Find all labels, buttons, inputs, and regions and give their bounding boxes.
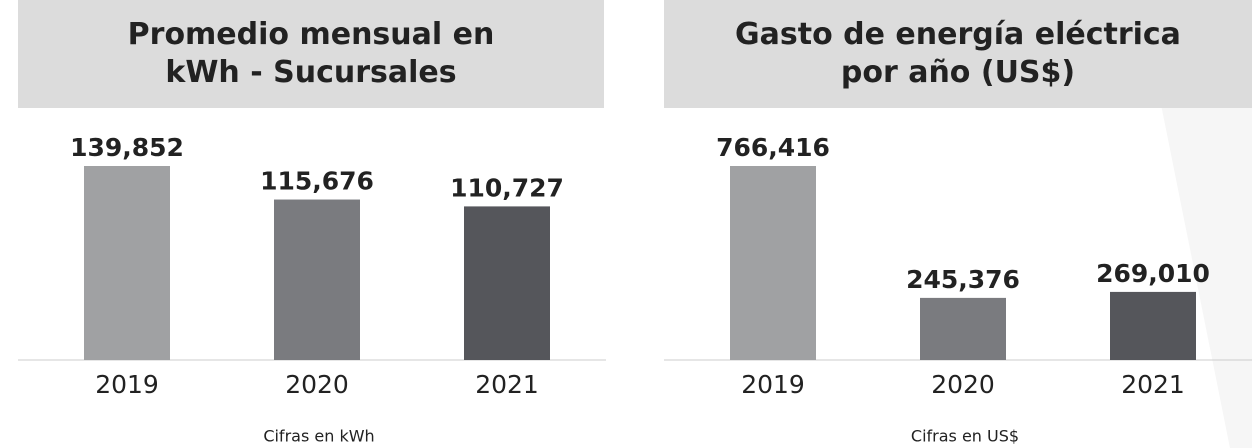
data-label: 110,727: [450, 173, 564, 202]
data-label: 139,852: [70, 133, 184, 162]
caption: Cifras en US$: [911, 427, 1019, 446]
x-tick-label: 2021: [475, 370, 539, 399]
header: Gasto de energía eléctrica por año (US$): [664, 0, 1252, 108]
bar: [730, 166, 816, 360]
chart-title: Promedio mensual en kWh - Sucursales: [127, 17, 495, 90]
header: Promedio mensual en kWh - Sucursales: [18, 0, 604, 108]
x-tick-label: 2021: [1121, 370, 1185, 399]
x-tick-label: 2019: [95, 370, 159, 399]
x-tick-label: 2020: [285, 370, 349, 399]
data-label: 115,676: [260, 167, 374, 196]
background-shape: [1140, 0, 1252, 448]
data-label: 269,010: [1096, 259, 1210, 288]
x-tick-label: 2019: [741, 370, 805, 399]
data-label: 245,376: [906, 265, 1020, 294]
x-tick-label: 2020: [931, 370, 995, 399]
chart-title: Gasto de energía eléctrica por año (US$): [735, 17, 1181, 90]
bar: [1110, 291, 1196, 360]
bar: [464, 206, 550, 360]
bar: [274, 199, 360, 360]
caption: Cifras en kWh: [263, 427, 374, 446]
bar: [920, 297, 1006, 360]
bar: [84, 166, 170, 360]
data-label: 766,416: [716, 133, 830, 162]
